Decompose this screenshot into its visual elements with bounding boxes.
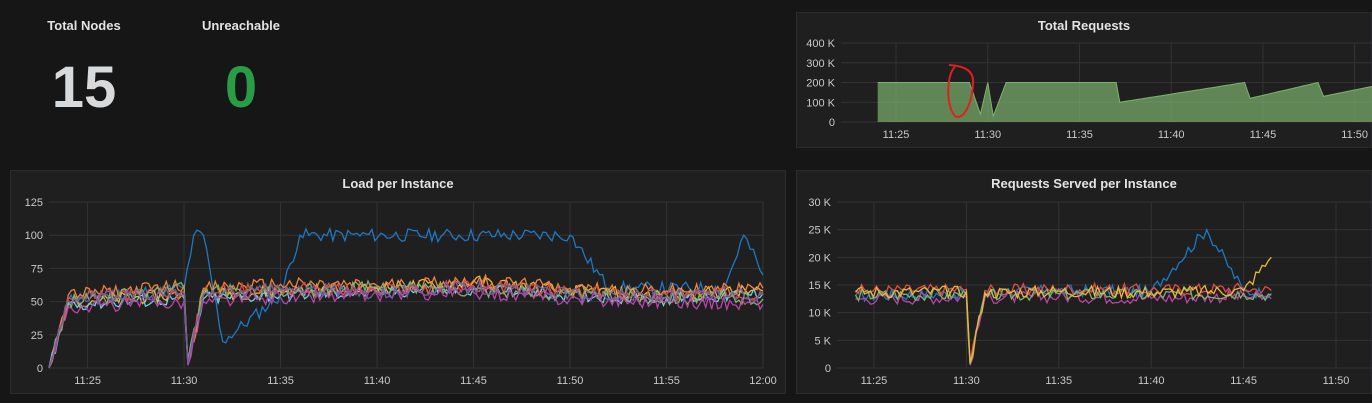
x-tick-label: 11:50 [557,375,584,387]
x-tick-label: 11:50 [1341,129,1368,141]
panel-requests-served-title: Requests Served per Instance [991,176,1177,191]
x-tick-label: 11:25 [861,375,888,387]
y-tick-label: 15 K [808,280,831,292]
series-line [855,281,1272,364]
y-tick-label: 0 [829,117,835,129]
y-tick-label: 300 K [806,58,835,70]
series-line [855,288,1272,366]
panel-total-requests[interactable]: Total Requests 0 100 K 200 K 300 K 400 K 11:2… [796,12,1372,148]
x-tick-label: 12:00 [749,375,777,387]
stat-unreachable[interactable]: Unreachable 0 [171,0,311,150]
y-tick-label: 30 K [808,197,831,209]
series-area [877,82,1372,122]
x-tick-label: 11:30 [171,375,198,387]
stat-unreachable-value: 0 [224,55,258,120]
series-line [855,256,1272,364]
y-tick-label: 75 [31,263,43,275]
series-line [48,279,764,369]
load-per-instance-chart: 0 25 50 75 100 125 11:25 11:30 11:35 11:40 11:45 11… [25,197,777,387]
x-tick-label: 11:30 [974,129,1001,141]
series-line [877,81,1372,119]
x-tick-label: 11:50 [1323,375,1350,387]
x-tick-label: 11:35 [267,375,294,387]
x-tick-label: 11:45 [1250,129,1277,141]
x-tick-label: 11:40 [364,375,391,387]
y-tick-label: 100 K [806,97,835,109]
y-tick-label: 50 [31,297,43,309]
y-tick-label: 10 K [808,308,831,320]
x-tick-label: 11:35 [1066,129,1093,141]
x-tick-label: 11:30 [953,375,980,387]
x-tick-label: 11:25 [74,375,101,387]
panel-load-per-instance[interactable]: Load per Instance 0 25 50 75 100 125 11:25 11:3… [10,170,786,394]
y-tick-label: 20 K [808,252,831,264]
y-tick-label: 25 K [808,225,831,237]
x-tick-label: 11:55 [653,375,680,387]
y-tick-label: 0 [825,363,831,375]
panel-requests-served[interactable]: Requests Served per Instance 0 5 K 10 K 15 … [796,170,1372,394]
annotation-circle [947,64,975,118]
y-tick-label: 400 K [806,38,835,50]
series-line [48,278,764,369]
x-tick-label: 11:45 [1230,375,1257,387]
panel-total-requests-title: Total Requests [1037,18,1131,33]
y-tick-label: 5 K [814,335,831,347]
x-tick-label: 11:25 [883,129,910,141]
total-requests-chart: 0 100 K 200 K 300 K 400 K 11:25 11:30 11:35 11:4… [806,38,1372,141]
stat-total-nodes[interactable]: Total Nodes 15 [14,0,154,150]
stat-unreachable-title: Unreachable [201,18,281,33]
y-tick-label: 25 [31,330,43,342]
y-tick-label: 125 [25,197,43,209]
stat-total-nodes-value: 15 [51,55,117,120]
requests-served-chart: 0 5 K 10 K 15 K 20 K 25 K 30 K 11:25 11:30 11:35 1… [808,197,1372,387]
panel-load-title: Load per Instance [342,176,454,191]
x-tick-label: 11:35 [1045,375,1072,387]
y-tick-label: 200 K [806,78,835,90]
series-line [48,284,764,369]
x-tick-label: 11:40 [1138,375,1165,387]
x-tick-label: 11:40 [1158,129,1185,141]
y-tick-label: 0 [37,363,43,375]
stat-area: Total Nodes 15 Unreachable 0 [0,0,790,160]
series-line [48,282,764,369]
y-tick-label: 100 [25,230,43,242]
stat-total-nodes-title: Total Nodes [47,18,121,33]
x-tick-label: 11:45 [460,375,487,387]
